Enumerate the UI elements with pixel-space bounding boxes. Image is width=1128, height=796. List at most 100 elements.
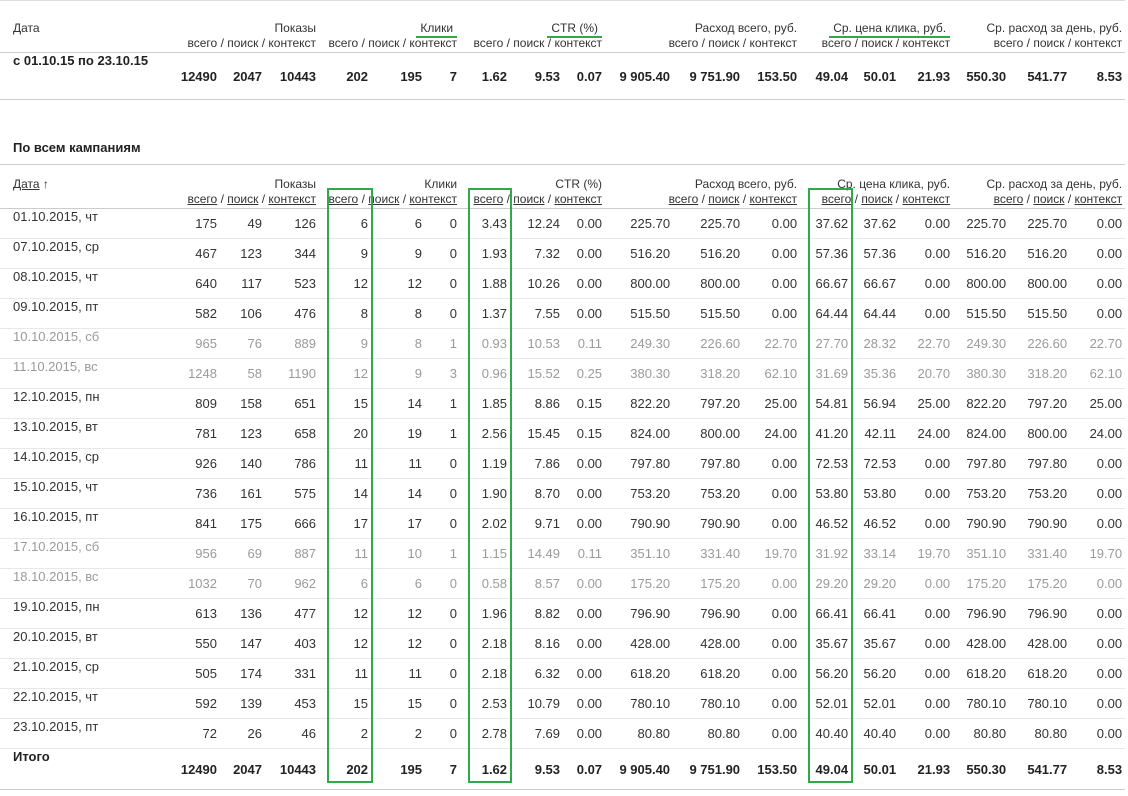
value-cell: 6.32: [510, 658, 564, 689]
group-label: Ср. расход за день, руб.: [953, 21, 1123, 36]
value-cell: 15.52: [510, 358, 564, 389]
value-cell: 158: [220, 388, 265, 419]
sub-label: контекст: [749, 36, 798, 50]
date-cell: 09.10.2015, пт: [0, 298, 170, 329]
group-label: Клики: [319, 21, 458, 38]
value-cell: 0.25: [563, 358, 606, 389]
value-cell: 64.44: [851, 298, 900, 329]
value-cell: 202: [319, 748, 372, 790]
group-label: CTR (%): [460, 177, 602, 192]
value-cell: 9: [371, 238, 426, 269]
value-cell: 613: [170, 598, 220, 629]
sub-labels: всего / поиск / контекст: [800, 192, 951, 207]
value-cell: 225.70: [953, 208, 1010, 239]
value-cell: 651: [265, 388, 320, 419]
value-cell: 15: [319, 388, 372, 419]
value-cell: 824.00: [953, 418, 1010, 449]
sort-link[interactable]: всего: [187, 192, 218, 206]
group-label-text: Показы: [274, 177, 317, 191]
value-cell: 0.00: [1070, 208, 1126, 239]
table-row: 15.10.2015, чт 736 161 575 14 14 0 1.90 8.70 0.00…: [0, 478, 1126, 509]
sort-link[interactable]: поиск: [227, 192, 259, 206]
separator: /: [506, 192, 510, 206]
value-cell: 53.80: [800, 478, 852, 509]
value-cell: 516.20: [953, 238, 1010, 269]
sort-link[interactable]: поиск: [368, 192, 400, 206]
value-cell: 54.81: [800, 388, 852, 419]
sort-link[interactable]: контекст: [554, 192, 603, 206]
sort-link[interactable]: Дата: [13, 177, 40, 191]
section-title: По всем кампаниям: [13, 140, 141, 155]
value-cell: 1.15: [460, 538, 511, 569]
sort-link[interactable]: контекст: [902, 192, 951, 206]
group-label: Расход всего, руб.: [605, 177, 797, 192]
sort-link[interactable]: всего: [821, 192, 852, 206]
value-cell: 2.56: [460, 418, 511, 449]
sort-link[interactable]: поиск: [513, 192, 545, 206]
value-cell: 249.30: [605, 328, 674, 359]
value-cell: 31.69: [800, 358, 852, 389]
value-cell: 50.01: [851, 748, 900, 790]
separator: /: [701, 36, 705, 50]
value-cell: 2.53: [460, 688, 511, 719]
value-cell: 0: [425, 688, 461, 719]
value-cell: 800.00: [1009, 418, 1071, 449]
value-cell: 0.00: [1070, 268, 1126, 299]
sub-labels: всего / поиск / контекст: [953, 192, 1123, 207]
date-cell: 07.10.2015, ср: [0, 238, 170, 269]
table-row: 01.10.2015, чт 175 49 126 6 6 0 3.43 12.24 0.00 22…: [0, 208, 1126, 239]
sub-label: контекст: [1074, 36, 1123, 50]
value-cell: 70: [220, 568, 265, 599]
sort-link[interactable]: всего: [473, 192, 504, 206]
sort-link[interactable]: поиск: [708, 192, 740, 206]
value-cell: 117: [220, 268, 265, 299]
value-cell: 22.70: [899, 328, 954, 359]
value-cell: 0.00: [743, 298, 801, 329]
table-row: 23.10.2015, пт 72 26 46 2 2 0 2.78 7.69 0.00 80.80…: [0, 718, 1126, 749]
date-cell: 10.10.2015, сб: [0, 328, 170, 359]
value-cell: 11: [371, 448, 426, 479]
table-row: 14.10.2015, ср 926 140 786 11 11 0 1.19 7.86 0.00…: [0, 448, 1126, 479]
sort-link[interactable]: контекст: [409, 192, 458, 206]
group-label-text: Ср. цена клика, руб.: [837, 177, 951, 191]
group-header-cell: Ср. расход за день, руб. всего / поиск / …: [953, 0, 1126, 53]
value-cell: 14: [371, 478, 426, 509]
sort-link[interactable]: всего: [993, 192, 1024, 206]
value-cell: 249.30: [953, 328, 1010, 359]
group-label: Расход всего, руб.: [605, 21, 797, 36]
sort-link[interactable]: всего: [328, 192, 359, 206]
separator: /: [220, 192, 224, 206]
value-cell: 550.30: [953, 52, 1010, 100]
date-cell: 14.10.2015, ср: [0, 448, 170, 479]
value-cell: 780.10: [953, 688, 1010, 719]
value-cell: 956: [170, 538, 220, 569]
sort-link[interactable]: поиск: [861, 192, 893, 206]
value-cell: 796.90: [605, 598, 674, 629]
value-cell: 226.60: [1009, 328, 1071, 359]
value-cell: 0.96: [460, 358, 511, 389]
sort-link[interactable]: контекст: [1074, 192, 1123, 206]
value-cell: 153.50: [743, 52, 801, 100]
sub-labels: всего / поиск / контекст: [319, 192, 458, 207]
value-cell: 380.30: [953, 358, 1010, 389]
value-cell: 0.00: [563, 448, 606, 479]
sort-link[interactable]: контекст: [749, 192, 798, 206]
value-cell: 202: [319, 52, 372, 100]
value-cell: 0.00: [899, 508, 954, 539]
value-cell: 11: [319, 658, 372, 689]
group-label: Показы: [170, 21, 316, 36]
sort-link[interactable]: контекст: [268, 192, 317, 206]
value-cell: 8.16: [510, 628, 564, 659]
table-row: 12.10.2015, пн 809 158 651 15 14 1 1.85 8.86 0.15…: [0, 388, 1126, 419]
value-cell: 66.41: [851, 598, 900, 629]
sort-link[interactable]: поиск: [1033, 192, 1065, 206]
value-cell: 25.00: [743, 388, 801, 419]
value-cell: 15: [371, 688, 426, 719]
value-cell: 351.10: [953, 538, 1010, 569]
table-row: 09.10.2015, пт 582 106 476 8 8 0 1.37 7.55 0.00 51…: [0, 298, 1126, 329]
value-cell: 0.00: [743, 208, 801, 239]
separator: /: [1026, 192, 1030, 206]
sort-link[interactable]: всего: [668, 192, 699, 206]
value-cell: 1: [425, 388, 461, 419]
value-cell: 0.15: [563, 388, 606, 419]
